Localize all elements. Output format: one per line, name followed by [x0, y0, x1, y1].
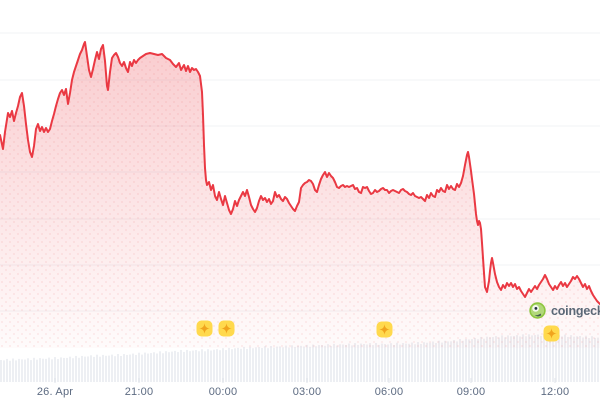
sparkle-badge-icon[interactable] — [218, 320, 235, 337]
x-axis-label: 26. Apr — [36, 386, 74, 398]
x-axis-label: 09:00 — [456, 386, 486, 398]
axis-ticks — [54, 378, 556, 383]
volume-bars — [0, 333, 599, 382]
coingecko-logo-icon — [529, 302, 546, 319]
price-line — [0, 41, 600, 305]
sparkle-badge-icon[interactable] — [376, 321, 393, 338]
coingecko-watermark[interactable]: coingecko — [529, 302, 600, 319]
x-axis-label: 06:00 — [374, 386, 404, 398]
x-axis-label: 21:00 — [124, 386, 154, 398]
sparkle-badge-icon[interactable] — [196, 320, 213, 337]
sparkle-badge-icon[interactable] — [543, 325, 560, 342]
x-axis-label: 03:00 — [292, 386, 322, 398]
x-axis-label: 00:00 — [208, 386, 238, 398]
watermark-text: coingecko — [551, 303, 600, 318]
x-axis-label: 12:00 — [540, 386, 570, 398]
